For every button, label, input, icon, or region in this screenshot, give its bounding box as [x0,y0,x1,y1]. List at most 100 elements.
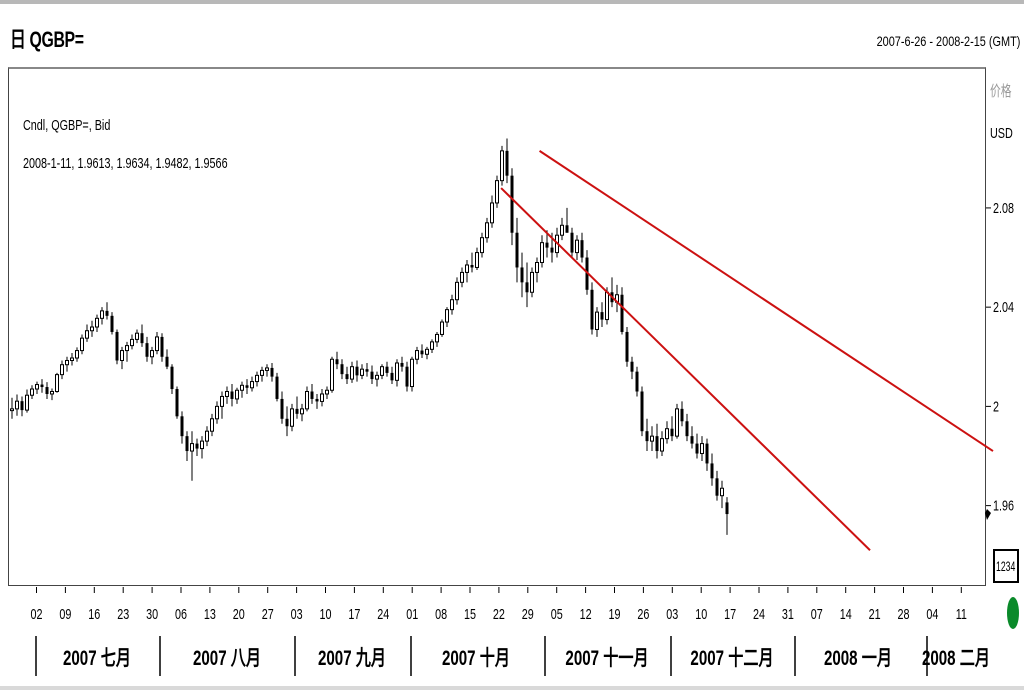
x-tick-label: 01 [406,605,418,622]
candle-body [180,416,184,437]
candle-body [650,435,654,442]
candle-body [25,394,29,411]
candle-body [185,436,189,452]
candle-body [175,389,179,417]
candle-body [160,336,164,357]
candle-body [100,310,104,319]
x-tick-label: 28 [898,605,910,622]
y-tick-label: 1.96 [993,497,1014,514]
date-range-label: 2007-6-26 - 2008-2-15 (GMT) [876,33,1020,49]
candle-body [570,232,574,253]
candle-body [680,408,684,422]
candle-body [450,299,454,311]
candle-body [725,502,729,515]
bar-values-label: 2008-1-11, 1.9613, 1.9634, 1.9482, 1.956… [23,155,228,172]
candle-body [445,309,449,323]
candle-body [225,391,229,397]
candle-body [490,202,494,224]
candle-body [630,361,634,372]
candle-body [515,232,519,268]
candle-body [265,367,269,371]
candle-body [420,350,424,355]
candle-body [195,443,199,449]
candle-body [470,264,474,268]
x-tick-label: 06 [175,605,187,622]
candle-body [120,350,124,361]
candle-body [105,310,109,316]
candle-body [550,247,554,253]
candle-body [375,374,379,380]
candle-body [590,289,594,330]
month-label: 2007 七月 [63,645,131,669]
candle-body [340,364,344,375]
candle-body [320,393,324,402]
candle-body [170,366,174,390]
candle-body [465,264,469,273]
x-tick-label: 08 [435,605,447,622]
candle-body [545,242,549,248]
candle-body [430,341,434,350]
month-label: 2007 十一月 [565,645,648,669]
candle-body [475,252,479,268]
x-tick-label: 27 [262,605,274,622]
candle-body [560,224,564,236]
candle-body [55,374,59,392]
candle-body [645,431,649,442]
candle-body [540,242,544,263]
candle-body [295,408,299,414]
candle-body [520,267,524,283]
x-tick-label: 12 [580,605,592,622]
x-tick-label: 10 [320,605,332,622]
chart-title: 日 QGBP= [10,27,84,52]
candle-body [665,428,669,440]
candle-body [275,376,279,399]
candle-body [80,337,84,352]
candle-body [110,315,114,332]
y-axis-unit: USD [990,125,1013,142]
candle-body [350,366,354,380]
candle-body [255,374,259,383]
candle-body [535,262,539,273]
candle-body [485,222,489,239]
x-tick-label: 19 [609,605,621,622]
x-tick-label: 14 [840,605,852,622]
candle-body [530,271,534,293]
x-tick-label: 31 [782,605,794,622]
candle-body [700,443,704,455]
candle-body [260,369,264,376]
candle-body [210,418,214,432]
x-tick-label: 24 [753,605,765,622]
candle-body [460,271,464,283]
candle-body [40,384,44,388]
candle-body [115,331,119,361]
candle-body [390,372,394,381]
candle-body [325,389,329,395]
candle-body [385,366,389,373]
channel-line-lower [500,187,871,551]
candle-body [15,400,19,410]
candle-body [60,364,64,376]
candle-body [380,366,384,376]
plot-area[interactable] [8,67,986,586]
window-bottom-border [0,686,1024,690]
x-tick-label: 16 [88,605,100,622]
candle-body [500,150,504,182]
candle-body [65,359,69,366]
candle-body [125,345,129,352]
candle-body [440,321,444,335]
candle-body [300,408,304,415]
candle-body [635,371,639,392]
candle-body [235,389,239,400]
candle-body [505,150,509,176]
candle-body [95,317,99,328]
candle-body [670,428,674,437]
month-label: 2008 二月 [922,645,990,669]
candle-body [510,175,514,233]
candle-body [640,391,644,432]
candle-body [395,362,399,381]
candle-body [130,338,134,347]
current-value-box[interactable]: 1234 [993,549,1019,583]
candle-body [580,240,584,258]
candle-body [435,333,439,343]
